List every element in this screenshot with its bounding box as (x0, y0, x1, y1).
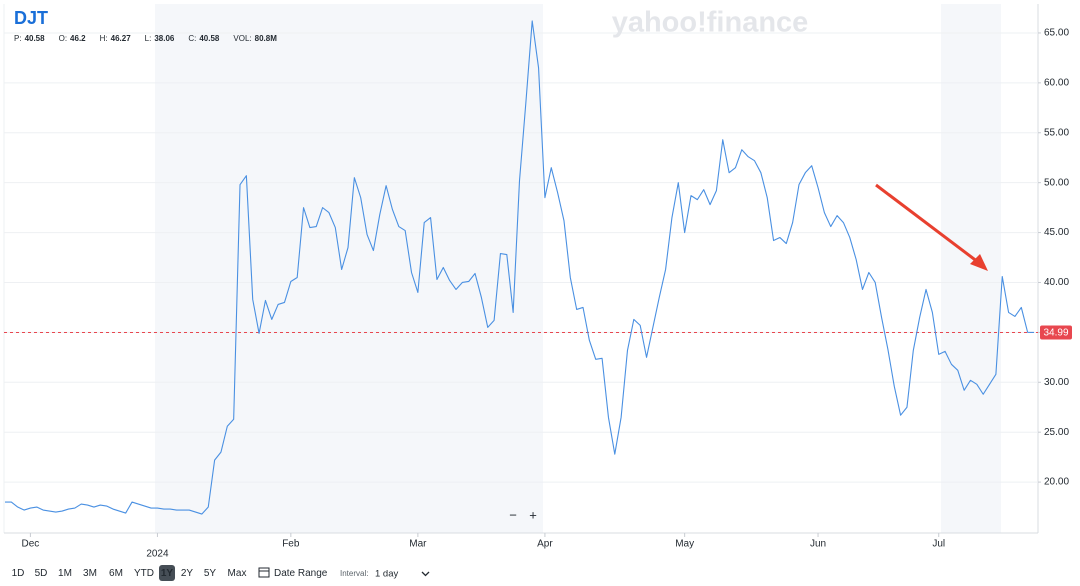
y-tick-label: 65.00 (1044, 28, 1069, 39)
x-tick-label: Jun (810, 539, 826, 550)
range-button[interactable]: 2Y (181, 568, 194, 579)
y-tick-label: 30.00 (1044, 377, 1069, 388)
dropdown-chevron[interactable] (421, 571, 430, 577)
range-button[interactable]: 5Y (204, 568, 217, 579)
range-button[interactable]: 5D (35, 568, 48, 579)
plot: 34.99 (4, 20, 1072, 515)
range-button[interactable]: 1M (58, 568, 72, 579)
zoom-button[interactable]: − (509, 507, 517, 522)
range-button[interactable]: 3M (83, 568, 97, 579)
annotation-arrowhead (970, 254, 988, 271)
y-tick-label: 50.00 (1044, 177, 1069, 188)
ohlc-value: 46.2 (70, 34, 86, 43)
date-range-button[interactable]: Date Range (274, 568, 328, 579)
x-tick-label: May (675, 539, 694, 550)
range-button[interactable]: 1Y (161, 568, 174, 579)
annotation-arrow (875, 183, 979, 264)
toolbar: 1D 5D 1M 3M 6M YTD 1Y 2Y 5Y Max Date Range Interval… (12, 565, 398, 581)
ohlc-label: P: (14, 34, 22, 43)
ohlc-value: 40.58 (199, 34, 220, 43)
interval-label: Interval: (340, 569, 368, 578)
range-button[interactable]: Max (228, 568, 247, 579)
ohlc-value: 80.8M (255, 34, 278, 43)
interval-value[interactable]: 1 day (375, 569, 398, 580)
last-price-label: 34.99 (1043, 328, 1068, 339)
y-tick-label: 20.00 (1044, 477, 1069, 488)
x-tick-label: Dec (22, 539, 40, 550)
x-tick-label: 2024 (146, 549, 169, 560)
watermark: yahoo!finance (612, 7, 809, 39)
last-price-tag (1040, 325, 1072, 340)
x-tick-label: Mar (409, 539, 427, 550)
x-tick-label: Feb (282, 539, 300, 550)
range-button[interactable]: YTD (134, 568, 154, 579)
y-tick-label: 25.00 (1044, 427, 1069, 438)
x-tick-label: Apr (537, 539, 553, 550)
shaded-band (941, 4, 1001, 533)
ohlc-value: 38.06 (154, 34, 175, 43)
price-line (5, 20, 1035, 515)
range-button[interactable]: 6M (109, 568, 123, 579)
ohlc-label: VOL: (233, 34, 251, 43)
calendar-icon (258, 567, 270, 578)
ohlc-label: C: (188, 34, 196, 43)
x-tick-label: Jul (932, 539, 945, 550)
ohlc-header: P: 40.58 O: 46.2 H: 46.27 L: 38.06 C: 40.58 VOL: 80… (14, 34, 277, 43)
y-tick-label: 55.00 (1044, 127, 1069, 138)
shaded-band (155, 4, 543, 533)
y-tick-label: 60.00 (1044, 77, 1069, 88)
range-button[interactable]: 1D (12, 568, 25, 579)
ohlc-value: 40.58 (25, 34, 46, 43)
zoom-controls: − + (509, 507, 537, 522)
ohlc-label: H: (100, 34, 108, 43)
ohlc-value: 46.27 (111, 34, 132, 43)
ticker-title: DJT (14, 8, 48, 28)
range-selected (159, 565, 175, 581)
y-tick-label: 45.00 (1044, 227, 1069, 238)
ohlc-label: L: (145, 34, 152, 43)
zoom-button[interactable]: + (529, 507, 537, 522)
y-tick-label: 40.00 (1044, 277, 1069, 288)
grid: 20.0025.0030.0035.0040.0045.0050.0055.00… (4, 28, 1069, 560)
ohlc-label: O: (59, 34, 67, 43)
